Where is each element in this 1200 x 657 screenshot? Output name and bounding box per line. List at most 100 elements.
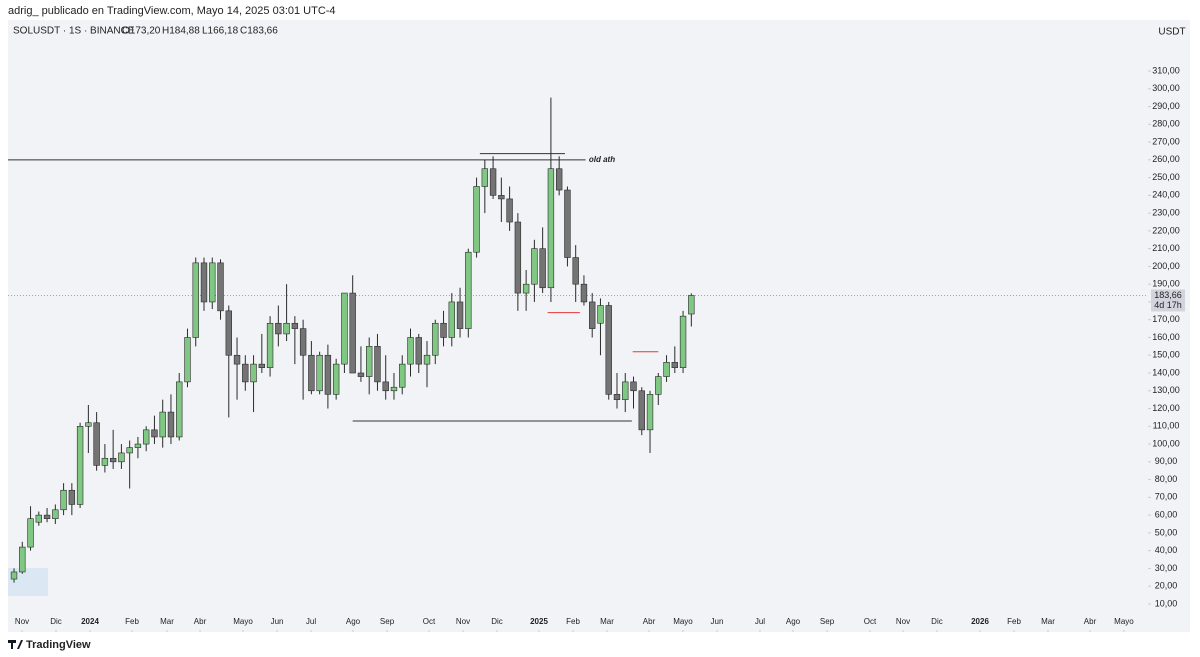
candle-body (456, 301, 464, 329)
candle-body (27, 518, 34, 548)
x-tick-label: Dic (931, 617, 943, 626)
y-tick-label: 260,00 (1152, 154, 1180, 164)
candle-body (506, 198, 513, 223)
candle-body (126, 447, 133, 454)
x-tick-label: Abr (643, 617, 656, 626)
ohlc-high: H184,88 (162, 26, 200, 37)
candle-body (68, 489, 76, 505)
candle-body (390, 386, 398, 392)
x-tick-label: Sep (820, 617, 835, 626)
candle-body (465, 251, 472, 329)
candle-body (357, 372, 365, 377)
y-tick-label: 30,00 (1155, 563, 1178, 573)
candle-body (109, 457, 117, 463)
candle-body (324, 354, 332, 395)
y-tick-label: 270,00 (1152, 136, 1180, 146)
candle-body (399, 363, 406, 388)
candle-body (415, 337, 422, 365)
candle-body (151, 429, 158, 438)
candle-body (43, 514, 51, 519)
candle-body (432, 322, 439, 356)
x-tick-label: 2024 (81, 617, 99, 626)
candle-body (572, 257, 579, 285)
y-tick-label: 70,00 (1155, 492, 1178, 502)
candle-body (291, 322, 299, 329)
candle-body (489, 168, 497, 196)
logo (8, 640, 23, 649)
y-tick-label: 40,00 (1155, 545, 1178, 555)
x-tick-label: Mayo (1114, 617, 1134, 626)
x-tick-label: Dic (491, 617, 503, 626)
candle-body (10, 571, 18, 580)
candle-body (233, 354, 241, 365)
candle-body (382, 381, 389, 392)
x-tick-label: Jun (711, 617, 724, 626)
x-tick-label: Ago (786, 617, 801, 626)
y-tick-label: 100,00 (1152, 438, 1180, 448)
x-tick-label: Jul (306, 617, 316, 626)
y-tick-label: 280,00 (1152, 119, 1180, 129)
x-tick-label: Nov (896, 617, 910, 626)
candle-body (679, 315, 687, 368)
x-tick-label: Dic (50, 617, 62, 626)
candle-body (539, 248, 546, 289)
candle-body (663, 362, 670, 377)
x-tick-label: 2025 (530, 617, 548, 626)
x-tick-label: Jun (271, 617, 284, 626)
candle-body (242, 363, 249, 383)
chart-panel (8, 20, 1190, 632)
ohlc-close: C183,66 (240, 26, 278, 37)
x-tick-label: Nov (456, 617, 470, 626)
y-tick-label: 250,00 (1152, 172, 1180, 182)
candle-body (622, 381, 629, 400)
y-tick-label: 10,00 (1155, 598, 1178, 608)
candle-body (605, 305, 612, 395)
y-tick-label: 240,00 (1152, 190, 1180, 200)
y-tick-label: 130,00 (1152, 385, 1180, 395)
candle-body (332, 363, 340, 395)
candle-body (440, 322, 447, 338)
candle-body (481, 168, 489, 187)
y-tick-label: 210,00 (1152, 243, 1180, 253)
y-tick-label: 170,00 (1152, 314, 1180, 324)
x-tick-label: Feb (1007, 617, 1021, 626)
candle-body (341, 292, 348, 365)
candle-body (646, 394, 654, 431)
candle-body (184, 337, 191, 383)
candle-body (613, 394, 621, 400)
candle-body (118, 452, 125, 463)
y-tick-label: 110,00 (1153, 421, 1180, 431)
x-tick-label: Feb (566, 617, 580, 626)
x-tick-label: Oct (423, 617, 436, 626)
candle-body (76, 425, 84, 505)
x-tick-label: Abr (1084, 617, 1097, 626)
candle-body (60, 489, 67, 511)
annotation: old ath (589, 155, 615, 164)
y-tick-label: 310,00 (1152, 65, 1180, 75)
x-tick-label: Ago (346, 617, 361, 626)
y-tick-label: 200,00 (1152, 261, 1180, 271)
x-tick-label: Abr (194, 617, 207, 626)
y-tick-label: 190,00 (1152, 279, 1180, 289)
x-tick-label: 2026 (971, 617, 989, 626)
candle-body (473, 186, 480, 253)
candle-body (217, 262, 224, 312)
candle-body (688, 295, 695, 315)
candle-body (167, 411, 175, 438)
brand: TradingView (26, 639, 91, 651)
candle-body (522, 283, 530, 294)
candle-body (655, 376, 662, 395)
x-tick-label: Nov (15, 617, 29, 626)
candle-body (19, 546, 26, 573)
candle-body (134, 443, 142, 448)
candle-body (597, 305, 604, 324)
y-tick-label: 140,00 (1152, 367, 1180, 377)
candle-body (101, 457, 109, 466)
y-tick-label: 160,00 (1152, 332, 1180, 342)
candle-body (407, 337, 414, 365)
last-price-label: 183,66 (1154, 290, 1182, 300)
candle-body (176, 381, 183, 438)
last-price-box (1151, 289, 1185, 312)
candle-body (423, 354, 431, 365)
